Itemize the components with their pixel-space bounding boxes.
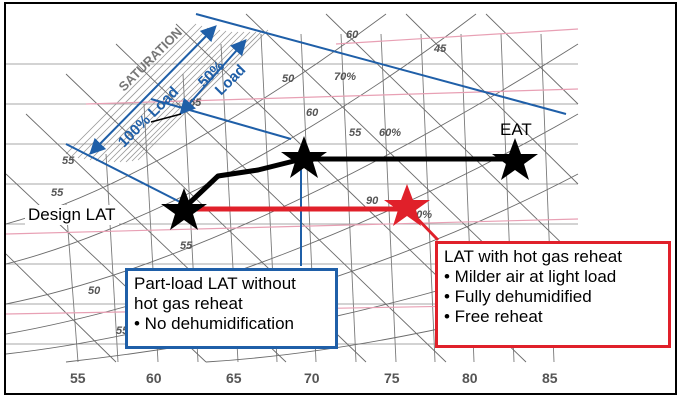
x-tick: 55 (70, 370, 86, 386)
bg-label: 55 (349, 127, 362, 139)
load-50-arrow (179, 39, 247, 115)
bg-label: 55 (180, 240, 193, 252)
x-tick: 60 (146, 370, 162, 386)
bg-label: 45 (433, 43, 447, 55)
x-axis-ticks: 55 60 65 70 75 80 85 (70, 370, 558, 386)
design-lat-label: Design LAT (25, 205, 119, 225)
bg-label: 90 (366, 195, 379, 207)
callout-line: • Milder air at light load (444, 267, 617, 286)
bg-label: 55 (62, 155, 75, 167)
x-tick: 70 (304, 370, 320, 386)
bg-label: 50 (282, 73, 295, 85)
bg-label: 70% (334, 71, 356, 83)
star-design-lat-icon (161, 188, 207, 230)
x-tick: 85 (542, 370, 558, 386)
bg-label: 60 (346, 29, 359, 41)
partload-callout: Part-load LAT without hot gas reheat • N… (125, 268, 338, 349)
x-tick: 75 (384, 370, 400, 386)
callout-line: LAT with hot gas reheat (444, 247, 622, 266)
bg-label: 60% (379, 127, 401, 139)
state-points (161, 136, 538, 230)
psychrometric-chart-frame: 55 65 70% 60% 55 50 55 60 45 50 60 55 60… (4, 2, 677, 395)
star-partload-icon (281, 136, 327, 178)
callout-line: Part-load LAT without (134, 274, 296, 293)
callout-line: • No dehumidification (134, 314, 294, 333)
callout-line: • Fully dehumidified (444, 287, 592, 306)
bg-label: 55 (51, 187, 64, 199)
bg-label: 50 (88, 285, 101, 297)
pointer-line (150, 113, 182, 123)
star-hotgas-icon (384, 184, 430, 226)
x-tick: 65 (226, 370, 242, 386)
star-eat-icon (492, 138, 538, 180)
eat-label: EAT (500, 120, 532, 139)
bg-label: 60 (306, 107, 319, 119)
x-tick: 80 (462, 370, 478, 386)
process-path-black (180, 156, 516, 212)
hotgas-callout: LAT with hot gas reheat • Milder air at … (435, 241, 671, 348)
callout-line: • Free reheat (444, 307, 543, 326)
callout-line: hot gas reheat (134, 294, 243, 313)
